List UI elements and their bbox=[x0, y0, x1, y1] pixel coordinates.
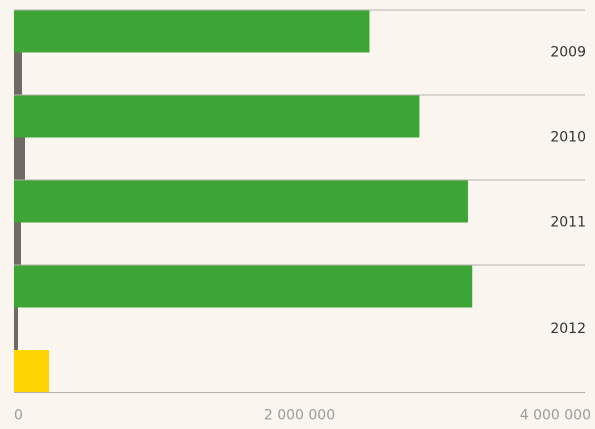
bar bbox=[14, 307, 18, 350]
x-tick-label: 4 000 000 bbox=[520, 408, 591, 424]
bar bbox=[14, 95, 420, 138]
bar bbox=[14, 222, 21, 265]
category-label: 2012 bbox=[550, 321, 586, 337]
bar bbox=[14, 52, 22, 95]
bar bbox=[14, 350, 49, 393]
category-label: 2011 bbox=[550, 215, 586, 231]
bar bbox=[14, 180, 468, 223]
bar bbox=[14, 265, 473, 308]
category-label: 2009 bbox=[550, 45, 586, 61]
category-label: 2010 bbox=[550, 130, 586, 146]
x-tick-label: 2 000 000 bbox=[264, 408, 335, 424]
x-tick-label: 0 bbox=[14, 408, 23, 424]
bar bbox=[14, 137, 25, 180]
bar bbox=[14, 10, 370, 53]
